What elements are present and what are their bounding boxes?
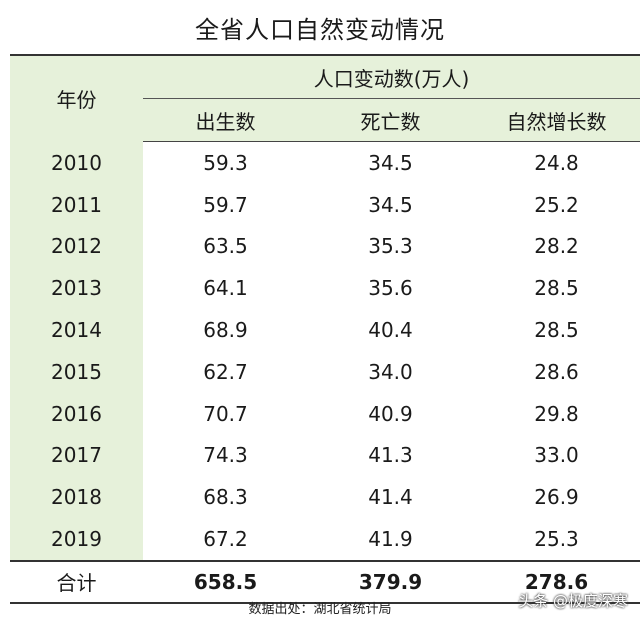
page-title: 全省人口自然变动情况 [195, 15, 445, 44]
deaths-cell: 41.9 [368, 527, 413, 552]
growth-cell: 28.5 [534, 318, 579, 343]
births-cell: 59.3 [203, 150, 248, 175]
deaths-cell: 35.3 [368, 234, 413, 259]
deaths-cell: 34.0 [368, 359, 413, 384]
births-column-header: 出生数 [143, 98, 308, 142]
growth-cell: 26.9 [534, 485, 579, 510]
births-cell: 68.9 [203, 318, 248, 343]
deaths-cell: 40.9 [368, 401, 413, 426]
growth-column-header: 自然增长数 [473, 98, 640, 142]
deaths-cell: 41.3 [368, 443, 413, 468]
total-growth: 278.6 [473, 559, 640, 604]
deaths-cell: 34.5 [368, 150, 413, 175]
year-cell: 2010 [10, 141, 143, 184]
total-deaths: 379.9 [308, 559, 473, 604]
group-column-header: 人口变动数(万人) [143, 54, 640, 99]
total-births: 658.5 [143, 559, 308, 604]
growth-cell: 33.0 [534, 443, 579, 468]
births-cell: 68.3 [203, 485, 248, 510]
births-cell: 70.7 [203, 401, 248, 426]
table-row: 2016 70.7 40.9 29.8 [10, 392, 640, 435]
births-cell: 62.7 [203, 359, 248, 384]
table-row: 2012 63.5 35.3 28.2 [10, 225, 640, 268]
births-cell: 74.3 [203, 443, 248, 468]
growth-cell: 28.5 [534, 276, 579, 301]
growth-cell: 24.8 [534, 150, 579, 175]
births-cell: 67.2 [203, 527, 248, 552]
table-row: 2018 68.3 41.4 26.9 [10, 476, 640, 519]
year-cell: 2012 [10, 225, 143, 268]
total-row: 合计 658.5 379.9 278.6 [10, 559, 640, 604]
year-cell: 2017 [10, 434, 143, 477]
total-label: 合计 [10, 559, 143, 604]
births-cell: 63.5 [203, 234, 248, 259]
source-note: 数据出处：湖北省统计局 [248, 602, 392, 617]
table-row: 2013 64.1 35.6 28.5 [10, 267, 640, 310]
births-cell: 64.1 [203, 276, 248, 301]
year-cell: 2016 [10, 392, 143, 435]
table-row: 2010 59.3 34.5 24.8 [10, 141, 640, 184]
growth-cell: 28.2 [534, 234, 579, 259]
deaths-cell: 40.4 [368, 318, 413, 343]
growth-cell: 29.8 [534, 401, 579, 426]
watermark-text: 头条 @极度深寒 [518, 592, 628, 610]
growth-cell: 25.2 [534, 192, 579, 217]
year-cell: 2018 [10, 476, 143, 519]
year-cell: 2019 [10, 518, 143, 561]
year-column-header: 年份 [10, 54, 143, 142]
deaths-cell: 41.4 [368, 485, 413, 510]
table-row: 2014 68.9 40.4 28.5 [10, 309, 640, 351]
deaths-cell: 35.6 [368, 276, 413, 301]
year-cell: 2013 [10, 267, 143, 310]
table-row: 2017 74.3 41.3 33.0 [10, 434, 640, 477]
deaths-cell: 34.5 [368, 192, 413, 217]
year-cell: 2014 [10, 309, 143, 351]
watermark: 头条 @极度深寒 [518, 590, 628, 611]
deaths-column-header: 死亡数 [308, 98, 473, 142]
year-cell: 2015 [10, 350, 143, 393]
births-cell: 59.7 [203, 192, 248, 217]
growth-cell: 25.3 [534, 527, 579, 552]
year-cell: 2011 [10, 183, 143, 226]
growth-cell: 28.6 [534, 359, 579, 384]
table-row: 2019 67.2 41.9 25.3 [10, 518, 640, 561]
population-table: 年份 人口变动数(万人) 出生数 死亡数 自然增长数 2010 59.3 34.5 2… [10, 54, 640, 604]
table-row: 2011 59.7 34.5 25.2 [10, 183, 640, 226]
table-row: 2015 62.7 34.0 28.6 [10, 350, 640, 393]
